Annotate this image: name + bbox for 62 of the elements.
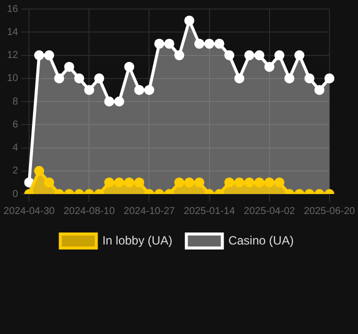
point	[274, 177, 284, 188]
point	[194, 177, 204, 188]
legend-label: In lobby (UA)	[102, 233, 172, 248]
point	[194, 38, 204, 49]
point	[284, 73, 294, 84]
point	[274, 50, 284, 60]
y-tick-label: 12	[7, 50, 19, 61]
point	[84, 84, 94, 95]
y-tick-label: 2	[12, 166, 19, 177]
x-tick-label: 2025-04-02	[244, 206, 296, 217]
point	[124, 177, 134, 188]
point	[244, 177, 254, 188]
y-tick-label: 0	[12, 188, 19, 200]
y-tick-label: 16	[7, 4, 19, 15]
point	[44, 50, 54, 60]
point	[324, 73, 334, 84]
x-tick-label: 2025-01-14	[184, 206, 236, 217]
point	[174, 177, 184, 188]
point	[114, 96, 124, 106]
point	[104, 177, 114, 188]
point	[34, 166, 44, 176]
point	[254, 50, 264, 60]
point	[164, 38, 174, 49]
point	[254, 177, 264, 188]
point	[224, 177, 234, 188]
point	[204, 38, 214, 49]
point	[124, 62, 134, 72]
point	[184, 177, 194, 188]
point	[314, 84, 324, 95]
point	[134, 177, 144, 188]
point	[74, 73, 84, 84]
point	[184, 16, 194, 26]
point	[304, 73, 314, 84]
point	[264, 177, 274, 188]
point	[144, 84, 154, 95]
y-tick-label: 14	[7, 26, 19, 38]
point	[294, 50, 304, 60]
point	[34, 50, 44, 60]
point	[234, 177, 244, 188]
y-tick-label: 10	[7, 73, 19, 84]
y-tick-label: 8	[12, 96, 19, 108]
point	[104, 96, 114, 106]
point	[94, 73, 104, 84]
point	[64, 62, 74, 72]
y-tick-label: 4	[12, 142, 19, 154]
x-tick-label: 2025-06-20	[304, 206, 356, 217]
point	[54, 73, 64, 84]
point	[234, 73, 244, 84]
point	[264, 62, 274, 72]
x-tick-label: 2024-10-27	[124, 206, 176, 217]
y-tick-label: 6	[12, 119, 19, 130]
point	[44, 177, 54, 188]
point	[154, 38, 164, 49]
x-tick-label: 2024-04-30	[4, 206, 56, 217]
legend-label: Casino (UA)	[228, 233, 294, 248]
point	[134, 84, 144, 95]
point	[244, 50, 254, 60]
point	[224, 50, 234, 60]
x-tick-label: 2024-08-10	[64, 206, 116, 217]
point	[214, 38, 224, 49]
point	[174, 50, 184, 60]
point	[114, 177, 124, 188]
